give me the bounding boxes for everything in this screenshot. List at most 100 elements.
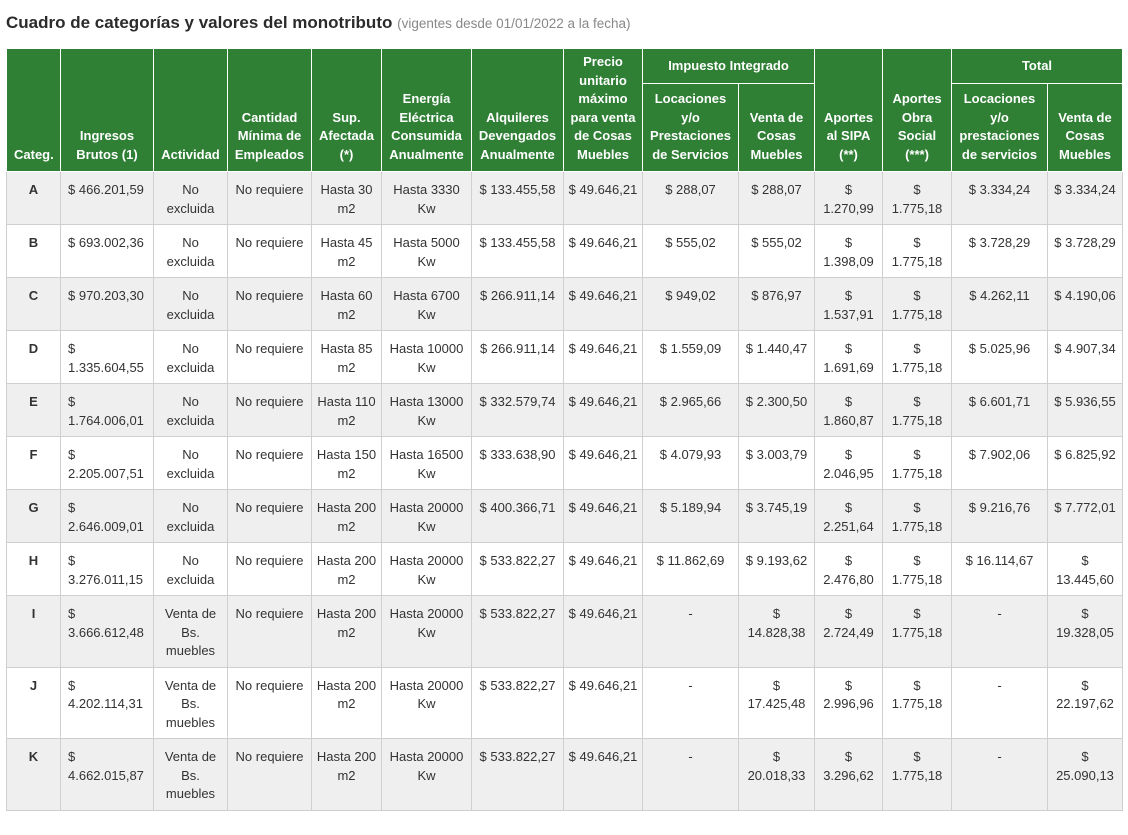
cell-impuesto-locaciones: - [642,738,739,811]
cell-actividad: No excluida [153,542,228,596]
cell-precio: $ 49.646,21 [563,489,643,543]
cell-precio: $ 49.646,21 [563,666,643,739]
cell-aportes-sipa: $ 1.537,91 [814,277,883,331]
cell-empleados: No requiere [227,383,312,437]
cell-aportes-sipa: $ 2.724,49 [814,595,883,668]
cell-total-venta: $ 3.728,29 [1047,224,1123,278]
cell-superficie: Hasta 200 m2 [311,595,382,668]
title-text: Cuadro de categorías y valores del monot… [6,13,393,32]
cell-actividad: Venta de Bs. muebles [153,666,228,739]
cell-aportes-obra-social: $ 1.775,18 [882,738,952,811]
cell-categoria: C [6,277,61,331]
cell-aportes-sipa: $ 1.398,09 [814,224,883,278]
table-row: D $ 1.335.604,55 No excluida No requiere Has… [6,330,1123,384]
cell-ingresos: $ 693.002,36 [60,224,154,278]
cell-superficie: Hasta 45 m2 [311,224,382,278]
cell-impuesto-venta: $ 9.193,62 [738,542,815,596]
cell-categoria: G [6,489,61,543]
cell-impuesto-locaciones: $ 4.079,93 [642,436,739,490]
cell-total-venta: $ 4.907,34 [1047,330,1123,384]
cell-actividad: No excluida [153,330,228,384]
cell-actividad: Venta de Bs. muebles [153,595,228,668]
cell-empleados: No requiere [227,277,312,331]
cell-total-locaciones: - [951,738,1048,811]
cell-categoria: A [6,171,61,225]
cell-impuesto-venta: $ 14.828,38 [738,595,815,668]
cell-precio: $ 49.646,21 [563,330,643,384]
cell-alquileres: $ 533.822,27 [471,738,564,811]
cell-empleados: No requiere [227,666,312,739]
cell-aportes-obra-social: $ 1.775,18 [882,489,952,543]
cell-ingresos: $ 3.276.011,15 [60,542,154,596]
cell-superficie: Hasta 150 m2 [311,436,382,490]
cell-superficie: Hasta 60 m2 [311,277,382,331]
cell-categoria: B [6,224,61,278]
cell-ingresos: $ 970.203,30 [60,277,154,331]
table-row: B $ 693.002,36 No excluida No requiere Hasta… [6,224,1123,278]
cell-categoria: D [6,330,61,384]
cell-aportes-sipa: $ 2.476,80 [814,542,883,596]
cell-aportes-sipa: $ 2.251,64 [814,489,883,543]
monotributo-table: Categ. Ingresos Brutos (1) Actividad Can… [6,48,1123,811]
cell-ingresos: $ 2.205.007,51 [60,436,154,490]
cell-impuesto-venta: $ 2.300,50 [738,383,815,437]
cell-aportes-sipa: $ 1.691,69 [814,330,883,384]
cell-categoria: J [6,666,61,739]
header-empleados: Cantidad Mínima de Empleados [227,48,312,172]
cell-ingresos: $ 4.662.015,87 [60,738,154,811]
cell-total-locaciones: $ 5.025,96 [951,330,1048,384]
cell-ingresos: $ 1.335.604,55 [60,330,154,384]
header-superficie: Sup. Afectada (*) [311,48,382,172]
cell-impuesto-venta: $ 3.003,79 [738,436,815,490]
cell-total-venta: $ 13.445,60 [1047,542,1123,596]
cell-superficie: Hasta 200 m2 [311,738,382,811]
cell-energia: Hasta 13000 Kw [381,383,472,437]
cell-actividad: No excluida [153,489,228,543]
table-row: I $ 3.666.612,48 Venta de Bs. muebles No re… [6,595,1123,668]
header-categ: Categ. [6,48,61,172]
table-row: H $ 3.276.011,15 No excluida No requiere Has… [6,542,1123,596]
cell-aportes-obra-social: $ 1.775,18 [882,277,952,331]
cell-superficie: Hasta 200 m2 [311,666,382,739]
cell-actividad: No excluida [153,436,228,490]
cell-impuesto-locaciones: - [642,595,739,668]
cell-aportes-obra-social: $ 1.775,18 [882,330,952,384]
cell-total-venta: $ 3.334,24 [1047,171,1123,225]
cell-energia: Hasta 16500 Kw [381,436,472,490]
cell-empleados: No requiere [227,330,312,384]
cell-impuesto-venta: $ 288,07 [738,171,815,225]
cell-alquileres: $ 533.822,27 [471,595,564,668]
cell-aportes-obra-social: $ 1.775,18 [882,436,952,490]
header-alquileres: Alquileres Devengados Anualmente [471,48,564,172]
cell-ingresos: $ 3.666.612,48 [60,595,154,668]
cell-categoria: F [6,436,61,490]
header-imp-locaciones: Locaciones y/o Prestaciones de Servicios [642,83,739,172]
cell-precio: $ 49.646,21 [563,738,643,811]
header-sipa: Aportes al SIPA (**) [814,48,883,172]
cell-precio: $ 49.646,21 [563,595,643,668]
cell-energia: Hasta 20000 Kw [381,542,472,596]
cell-energia: Hasta 3330 Kw [381,171,472,225]
cell-empleados: No requiere [227,436,312,490]
cell-superficie: Hasta 110 m2 [311,383,382,437]
cell-impuesto-locaciones: $ 949,02 [642,277,739,331]
cell-aportes-obra-social: $ 1.775,18 [882,171,952,225]
cell-total-venta: $ 7.772,01 [1047,489,1123,543]
table-row: E $ 1.764.006,01 No excluida No requiere Has… [6,383,1123,437]
cell-aportes-obra-social: $ 1.775,18 [882,595,952,668]
cell-superficie: Hasta 30 m2 [311,171,382,225]
cell-total-locaciones: - [951,595,1048,668]
cell-actividad: No excluida [153,171,228,225]
cell-empleados: No requiere [227,489,312,543]
cell-aportes-sipa: $ 2.996,96 [814,666,883,739]
cell-categoria: K [6,738,61,811]
cell-aportes-sipa: $ 1.860,87 [814,383,883,437]
cell-aportes-obra-social: $ 1.775,18 [882,383,952,437]
cell-impuesto-venta: $ 555,02 [738,224,815,278]
cell-total-locaciones: - [951,666,1048,739]
cell-precio: $ 49.646,21 [563,436,643,490]
cell-total-venta: $ 25.090,13 [1047,738,1123,811]
header-precio: Precio unitario máximo para venta de Cos… [563,48,643,172]
cell-aportes-obra-social: $ 1.775,18 [882,666,952,739]
cell-empleados: No requiere [227,595,312,668]
